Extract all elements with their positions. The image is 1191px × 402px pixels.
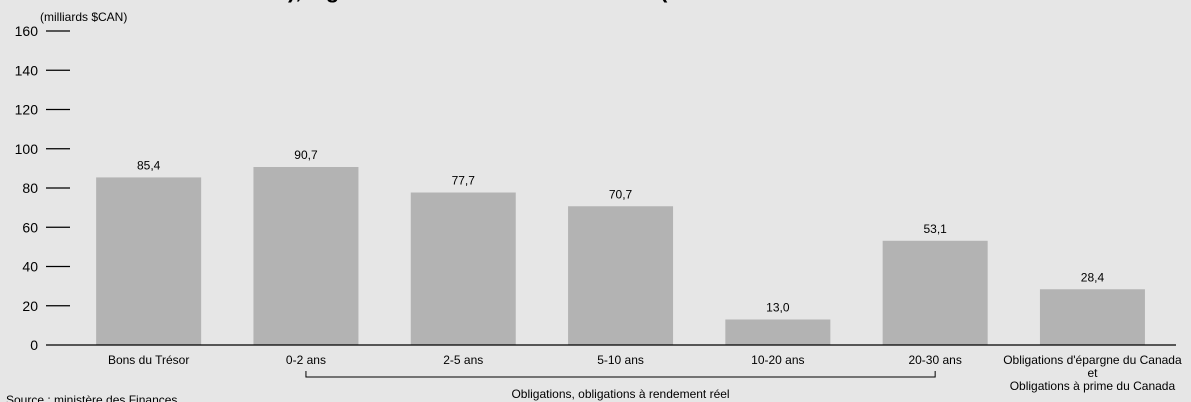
- bar: [96, 177, 202, 345]
- bar-group: 13,0: [725, 300, 831, 345]
- y-tick-label: 100: [15, 141, 39, 157]
- group-bracket: Obligations, obligations à rendement rée…: [305, 371, 936, 401]
- y-tick-label: 140: [15, 62, 39, 78]
- y-tick: 120: [15, 102, 70, 118]
- x-category-label: Obligations d'épargne du Canada: [1003, 353, 1182, 367]
- x-category-label: Bons du Trésor: [108, 353, 189, 367]
- x-axis: Bons du Trésor 0-2 ans 2-5 ans 5-10 ans 10-2…: [70, 344, 1182, 393]
- bar-value-label: 13,0: [766, 300, 790, 314]
- chart-title-fragment-right: (au 31 mars: [660, 0, 782, 3]
- bar-value-label: 85,4: [137, 158, 161, 172]
- y-tick: 40: [22, 259, 70, 275]
- bar: [568, 206, 674, 345]
- y-tick-label: 60: [22, 219, 38, 235]
- y-tick-label: 120: [15, 102, 39, 118]
- y-tick: 100: [15, 141, 70, 157]
- bar: [410, 192, 516, 345]
- group-bracket-line: [305, 371, 936, 378]
- bar: [725, 319, 831, 345]
- x-category-label: 2-5 ans: [443, 353, 483, 367]
- bar-value-label: 70,7: [609, 187, 633, 201]
- y-tick-label: 0: [30, 337, 38, 353]
- x-category-label: 10-20 ans: [751, 353, 804, 367]
- bar-value-label: 28,4: [1081, 270, 1105, 284]
- bar-group: 77,7: [410, 174, 516, 345]
- bar: [882, 240, 988, 345]
- x-category-label: 5-10 ans: [597, 353, 644, 367]
- bar-group: 28,4: [1039, 270, 1145, 345]
- y-tick: 160: [15, 23, 70, 39]
- bar-group: 53,1: [882, 222, 988, 345]
- bar: [253, 167, 359, 345]
- y-tick: 80: [22, 180, 70, 196]
- y-tick: 60: [22, 219, 70, 235]
- source-note: Source : ministère des Finances: [6, 393, 177, 402]
- y-tick: 140: [15, 62, 70, 78]
- bar: [1039, 289, 1145, 345]
- bar-value-label: 77,7: [452, 174, 476, 188]
- bar-group: 90,7: [253, 148, 359, 345]
- y-tick-label: 80: [22, 180, 38, 196]
- x-category-label: 20-30 ans: [908, 353, 961, 367]
- bar-group: 85,4: [96, 158, 202, 345]
- y-tick-label: 20: [22, 298, 38, 314]
- y-tick: 20: [22, 298, 70, 314]
- y-tick: 0: [30, 337, 70, 353]
- x-category-label: 0-2 ans: [286, 353, 326, 367]
- group-label: Obligations, obligations à rendement rée…: [511, 387, 729, 401]
- y-axis-unit-label: (milliards $CAN): [40, 10, 127, 24]
- y-tick-label: 40: [22, 259, 38, 275]
- chart-title-fragment: ), lag: [288, 0, 339, 3]
- chart-title: ), lag (au 31 mars: [288, 0, 782, 3]
- y-tick-label: 160: [15, 23, 39, 39]
- bar-value-label: 90,7: [294, 148, 318, 162]
- bar-value-label: 53,1: [923, 222, 947, 236]
- y-axis: 0 20 40 60 80 100 120 140 160: [15, 23, 70, 353]
- x-category-label: Obligations à prime du Canada: [1010, 379, 1176, 393]
- bars: 85,4 90,7 77,7 70,7 13,0 53,1 28,4: [96, 148, 1145, 345]
- bar-group: 70,7: [568, 187, 674, 345]
- x-category-label: et: [1087, 366, 1098, 380]
